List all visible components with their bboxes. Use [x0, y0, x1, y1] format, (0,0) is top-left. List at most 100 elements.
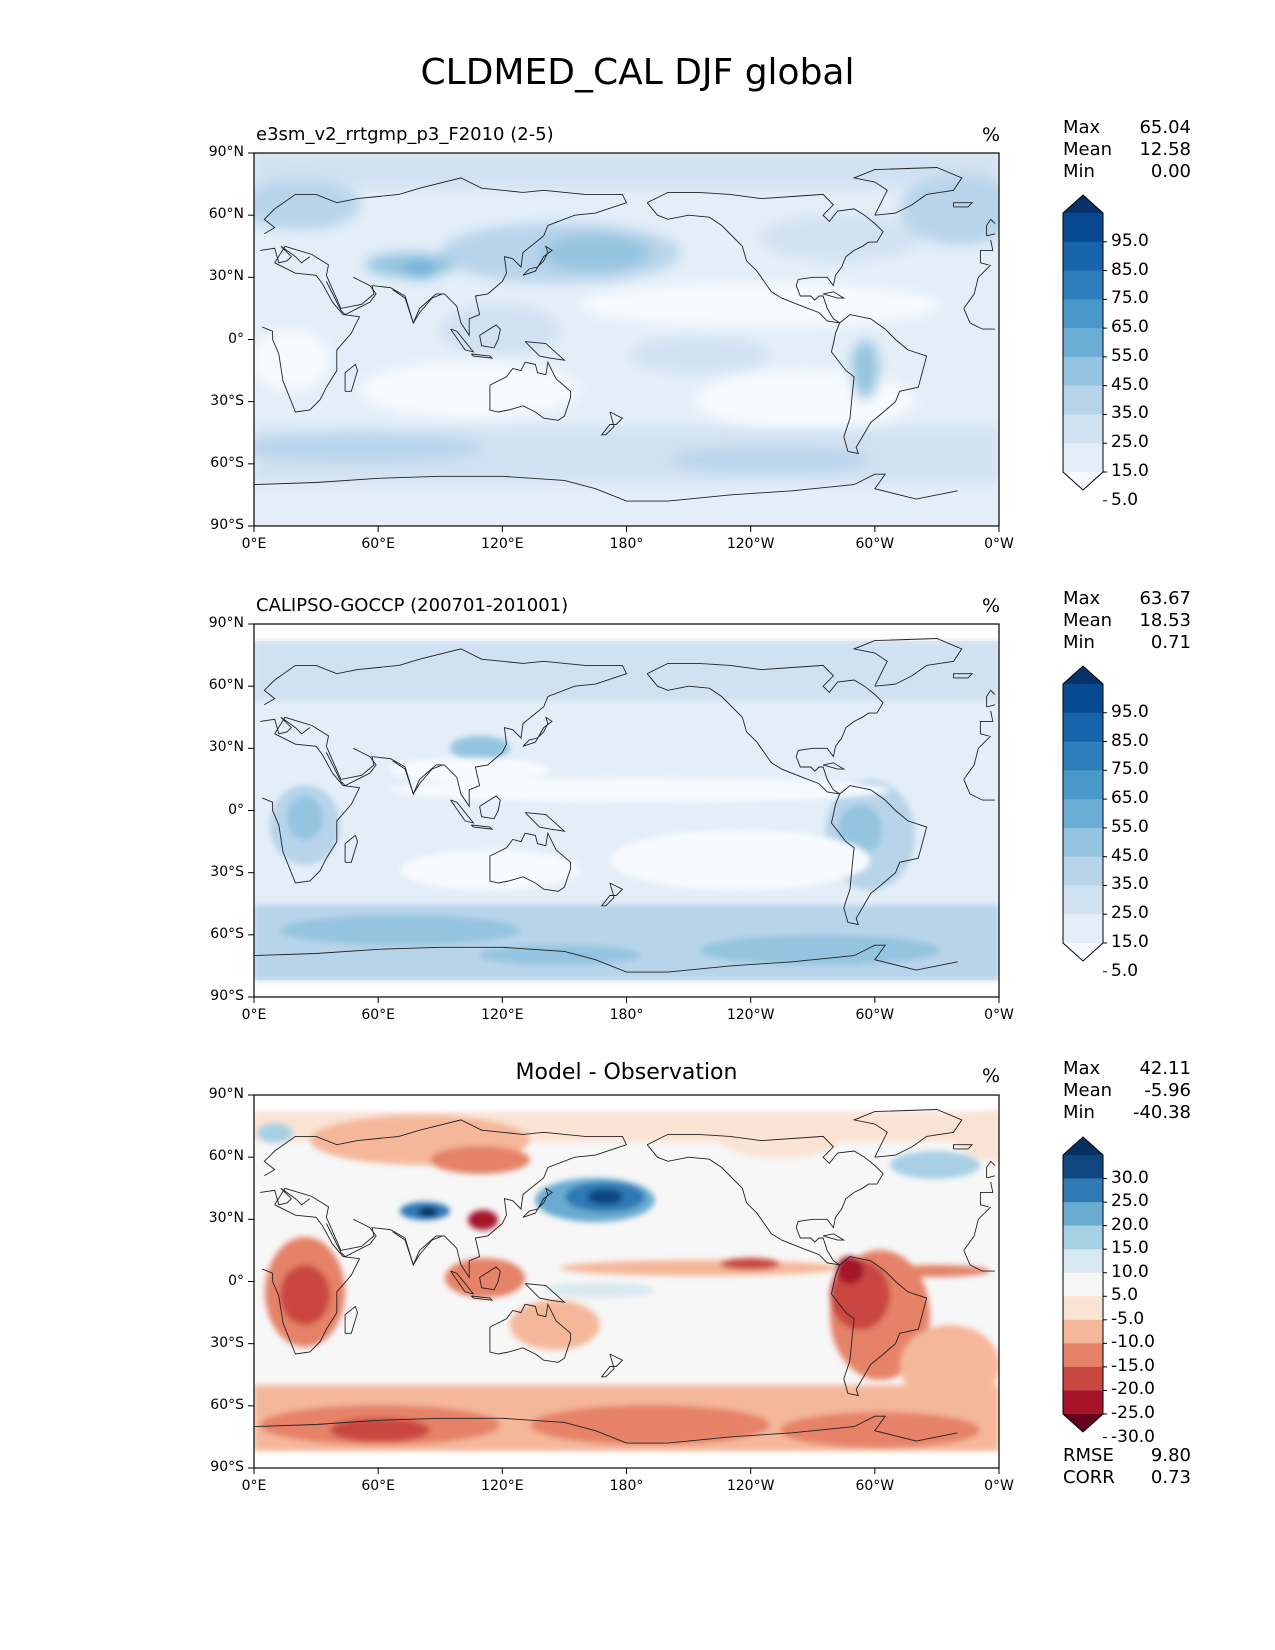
colorbar-swatch [1063, 1366, 1103, 1391]
colorbar-label: 15.0 [1111, 1238, 1149, 1259]
x-tick-label: 180° [609, 1007, 644, 1023]
x-tick-label: 120°E [481, 536, 524, 552]
coastline [953, 1144, 974, 1150]
x-tick-label: 60°W [855, 1007, 895, 1023]
stats-max-value: 63.67 [1139, 588, 1191, 609]
coastline [479, 324, 501, 349]
y-tick-label: 30°N [208, 739, 244, 756]
colorbar-extend-max [1063, 1137, 1103, 1155]
colorbar-swatch [1063, 385, 1103, 415]
colorbar-swatch [1063, 1225, 1103, 1250]
colorbar-label: 15.0 [1111, 932, 1149, 952]
colorbar-swatch [1063, 1319, 1103, 1344]
colorbar-label: 15.0 [1111, 461, 1149, 481]
colorbar-label: 75.0 [1111, 288, 1149, 309]
colorbar-label: 45.0 [1111, 845, 1149, 866]
stats-max-label: Max [1063, 588, 1101, 609]
stats-max-label: Max [1063, 1058, 1101, 1079]
colorbar-swatch [1063, 885, 1103, 915]
tick-marks [248, 152, 1000, 1474]
stats-max-value: 65.04 [1139, 117, 1191, 138]
coastline [479, 795, 501, 820]
colorbar-extend-max [1063, 666, 1103, 684]
y-tick-label: 60°N [208, 677, 244, 694]
coastline [392, 760, 443, 795]
panel-title-obs: CALIPSO-GOCCP (200701-201001) [256, 595, 569, 616]
coastline [953, 202, 974, 208]
coastline [262, 1204, 995, 1355]
coastline [646, 1133, 884, 1266]
coastline [262, 733, 995, 884]
coastline [325, 747, 377, 787]
y-tick-label: 60°S [210, 454, 244, 471]
coastline [524, 812, 566, 832]
colorbar-swatch [1063, 741, 1103, 771]
coastline [986, 1160, 996, 1179]
coastline [852, 167, 963, 216]
colorbar-label: -5.0 [1111, 1308, 1145, 1329]
y-tick-label: 60°S [210, 1396, 244, 1413]
figure-title: CLDMED_CAL DJF global [420, 52, 855, 93]
colorbar-label: 55.0 [1111, 345, 1149, 366]
y-tick-label: 30°S [210, 1334, 244, 1351]
rmse-label: RMSE [1063, 1445, 1114, 1466]
coastline [600, 411, 624, 436]
colorbar-label: 20.0 [1111, 1214, 1149, 1235]
coastline [260, 177, 994, 337]
x-tick-label: 180° [609, 536, 644, 552]
corr-label: CORR [1063, 1467, 1115, 1488]
coastlines [254, 167, 996, 1444]
y-tick-label: 30°N [208, 268, 244, 285]
colorbar-swatch [1063, 1390, 1103, 1415]
colorbar-label: 85.0 [1111, 259, 1149, 280]
coastline [450, 1270, 475, 1295]
colorbar-swatch [1063, 356, 1103, 387]
stats-min-label: Min [1063, 1102, 1095, 1123]
stats-mean-value: -5.96 [1144, 1080, 1191, 1101]
colorbar-label: 25.0 [1111, 432, 1149, 453]
y-tick-label: 90°S [210, 517, 244, 533]
coastline [344, 834, 358, 863]
coastline [986, 218, 996, 237]
units-obs: % [982, 595, 1001, 617]
coastline [600, 882, 624, 907]
colorbar-swatch [1063, 914, 1103, 944]
colorbar-swatch [1063, 328, 1103, 358]
colorbar-label: 55.0 [1111, 816, 1149, 837]
x-tick-label: 0°W [984, 1007, 1014, 1023]
colorbar-label: -15.0 [1111, 1355, 1155, 1376]
coastline [489, 360, 572, 421]
colorbar-label: 25.0 [1111, 903, 1149, 924]
colorbar-label: -25.0 [1111, 1403, 1155, 1423]
colorbar-label: 10.0 [1111, 1261, 1149, 1282]
coastline [524, 1283, 566, 1303]
model-field [254, 153, 999, 526]
y-tick-label: 60°N [208, 1148, 244, 1165]
coastline [470, 353, 494, 359]
colorbar-label: 25.0 [1111, 1191, 1149, 1212]
coastline [450, 799, 475, 824]
x-tick-label: 120°W [726, 1007, 775, 1023]
stats-min-value: 0.71 [1150, 632, 1191, 653]
x-tick-label: 0°E [241, 536, 267, 552]
coastline [260, 648, 994, 808]
coastline [262, 262, 995, 413]
coastline [470, 1295, 494, 1301]
panel-obs-map [254, 624, 999, 997]
colorbar-label: 65.0 [1111, 317, 1149, 338]
x-tick-label: 60°W [855, 536, 895, 552]
x-tick-label: 120°W [726, 1478, 775, 1494]
stats-min-label: Min [1063, 632, 1095, 653]
metrics-diff: RMSE 9.80 CORR 0.73 [1063, 1445, 1191, 1489]
coastline [260, 1119, 994, 1279]
colorbar-swatch [1063, 1296, 1103, 1321]
panel-title-model: e3sm_v2_rrtgmp_p3_F2010 (2-5) [256, 124, 554, 145]
coastline [489, 1302, 572, 1363]
coastline [254, 1415, 958, 1444]
coastline [522, 245, 553, 276]
colorbar-swatch [1063, 1155, 1103, 1180]
colorbar-label: -10.0 [1111, 1332, 1155, 1353]
colorbar-swatch [1063, 1343, 1103, 1368]
colorbar-label: 5.0 [1111, 1285, 1139, 1306]
